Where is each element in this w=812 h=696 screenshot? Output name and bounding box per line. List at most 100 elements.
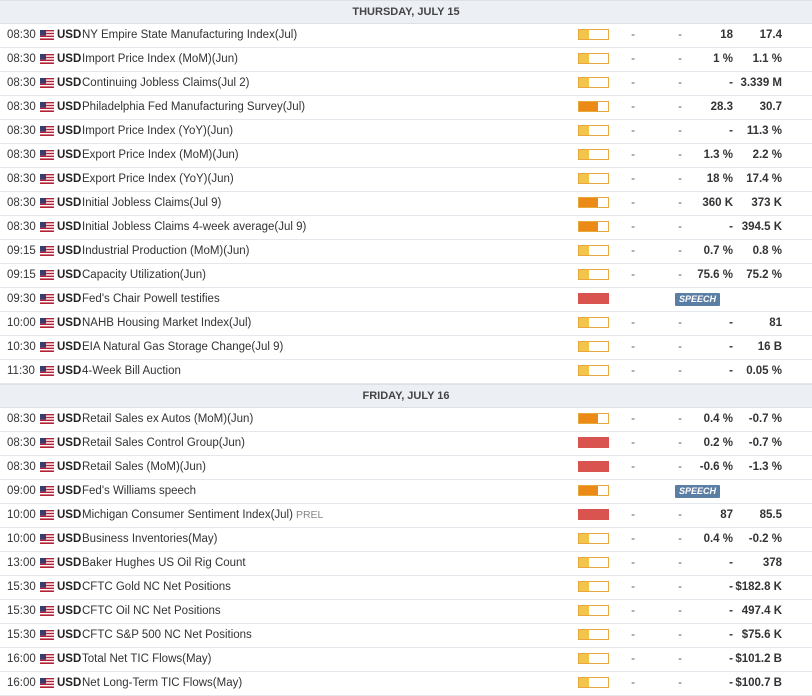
event-row[interactable]: 11:30 USD 4-Week Bill Auction - - - 0.05… bbox=[0, 360, 812, 384]
event-name[interactable]: Export Price Index (YoY)(Jun) bbox=[82, 168, 234, 191]
event-name[interactable]: Retail Sales (MoM)(Jun) bbox=[82, 456, 206, 479]
previous-value: 394.5 K bbox=[741, 221, 782, 233]
event-title: Retail Sales Control Group(Jun) bbox=[82, 437, 245, 449]
event-row[interactable]: 16:00 USD Net Long-Term TIC Flows(May) -… bbox=[0, 672, 812, 696]
event-name[interactable]: Retail Sales Control Group(Jun) bbox=[82, 432, 245, 455]
volatility-indicator bbox=[578, 173, 609, 184]
event-name[interactable]: 4-Week Bill Auction bbox=[82, 360, 181, 383]
event-name[interactable]: Business Inventories(May) bbox=[82, 528, 218, 551]
event-row[interactable]: 09:15 USD Industrial Production (MoM)(Ju… bbox=[0, 240, 812, 264]
us-flag-icon bbox=[40, 102, 54, 112]
event-time: 08:30 bbox=[7, 77, 36, 89]
event-row[interactable]: 08:30 USD Continuing Jobless Claims(Jul … bbox=[0, 72, 812, 96]
previous-value: $182.8 K bbox=[735, 581, 782, 593]
volatility-fill bbox=[579, 486, 599, 495]
previous-value: 497.4 K bbox=[741, 605, 782, 617]
event-row[interactable]: 08:30 USD Import Price Index (YoY)(Jun) … bbox=[0, 120, 812, 144]
volatility-fill bbox=[579, 102, 599, 111]
event-name[interactable]: CFTC S&P 500 NC Net Positions bbox=[82, 624, 252, 647]
event-row[interactable]: 08:30 USD Export Price Index (MoM)(Jun) … bbox=[0, 144, 812, 168]
event-name[interactable]: Capacity Utilization(Jun) bbox=[82, 264, 206, 287]
event-name[interactable]: Continuing Jobless Claims(Jul 2) bbox=[82, 72, 249, 95]
event-name[interactable]: Initial Jobless Claims(Jul 9) bbox=[82, 192, 221, 215]
volatility-indicator bbox=[578, 101, 609, 112]
event-row[interactable]: 08:30 USD Import Price Index (MoM)(Jun) … bbox=[0, 48, 812, 72]
event-row[interactable]: 08:30 USD Initial Jobless Claims(Jul 9) … bbox=[0, 192, 812, 216]
event-row[interactable]: 09:30 USD Fed's Chair Powell testifies S… bbox=[0, 288, 812, 312]
event-name[interactable]: Initial Jobless Claims 4-week average(Ju… bbox=[82, 216, 306, 239]
event-name[interactable]: Philadelphia Fed Manufacturing Survey(Ju… bbox=[82, 96, 305, 119]
event-row[interactable]: 15:30 USD CFTC Oil NC Net Positions - - … bbox=[0, 600, 812, 624]
event-row[interactable]: 10:00 USD NAHB Housing Market Index(Jul)… bbox=[0, 312, 812, 336]
previous-value: $100.7 B bbox=[735, 677, 782, 689]
deviation-value: - bbox=[678, 461, 682, 473]
actual-value: - bbox=[631, 365, 635, 377]
event-name[interactable]: Michigan Consumer Sentiment Index(Jul) PR… bbox=[82, 504, 323, 527]
event-row[interactable]: 08:30 USD Initial Jobless Claims 4-week … bbox=[0, 216, 812, 240]
event-row[interactable]: 10:00 USD Business Inventories(May) - - … bbox=[0, 528, 812, 552]
event-name[interactable]: Import Price Index (YoY)(Jun) bbox=[82, 120, 233, 143]
event-time: 16:00 bbox=[7, 653, 36, 665]
event-title: Import Price Index (YoY)(Jun) bbox=[82, 125, 234, 137]
event-row[interactable]: 16:00 USD Total Net TIC Flows(May) - - -… bbox=[0, 648, 812, 672]
event-row[interactable]: 15:30 USD CFTC Gold NC Net Positions - -… bbox=[0, 576, 812, 600]
event-name[interactable]: Total Net TIC Flows(May) bbox=[82, 648, 212, 671]
us-flag-icon bbox=[40, 318, 54, 328]
speech-badge: SPEECH bbox=[675, 485, 721, 498]
volatility-indicator bbox=[578, 29, 609, 40]
event-name[interactable]: Retail Sales ex Autos (MoM)(Jun) bbox=[82, 408, 253, 431]
event-name[interactable]: Net Long-Term TIC Flows(May) bbox=[82, 672, 242, 695]
event-row[interactable]: 09:00 USD Fed's Williams speech SPEECH bbox=[0, 480, 812, 504]
us-flag-icon bbox=[40, 654, 54, 664]
consensus-value: 18 bbox=[720, 29, 733, 41]
event-title: Fed's Chair Powell testifies bbox=[82, 293, 220, 305]
previous-value: 0.05 % bbox=[746, 365, 782, 377]
us-flag-icon bbox=[40, 438, 54, 448]
event-row[interactable]: 10:30 USD EIA Natural Gas Storage Change… bbox=[0, 336, 812, 360]
event-name[interactable]: Industrial Production (MoM)(Jun) bbox=[82, 240, 249, 263]
event-title: Export Price Index (YoY)(Jun) bbox=[82, 173, 234, 185]
actual-value: - bbox=[631, 149, 635, 161]
event-name[interactable]: NAHB Housing Market Index(Jul) bbox=[82, 312, 251, 335]
us-flag-icon bbox=[40, 534, 54, 544]
deviation-value: - bbox=[678, 53, 682, 65]
deviation-value: - bbox=[678, 557, 682, 569]
event-row[interactable]: 08:30 USD Export Price Index (YoY)(Jun) … bbox=[0, 168, 812, 192]
event-name[interactable]: Export Price Index (MoM)(Jun) bbox=[82, 144, 239, 167]
us-flag-icon bbox=[40, 198, 54, 208]
event-name[interactable]: Fed's Williams speech bbox=[82, 480, 196, 503]
deviation-value: - bbox=[678, 149, 682, 161]
event-row[interactable]: 09:15 USD Capacity Utilization(Jun) - - … bbox=[0, 264, 812, 288]
currency-code: USD bbox=[57, 77, 82, 89]
deviation-value: - bbox=[678, 173, 682, 185]
event-row[interactable]: 08:30 USD Retail Sales ex Autos (MoM)(Ju… bbox=[0, 408, 812, 432]
currency-code: USD bbox=[57, 293, 82, 305]
event-name[interactable]: Baker Hughes US Oil Rig Count bbox=[82, 552, 246, 575]
event-name[interactable]: CFTC Oil NC Net Positions bbox=[82, 600, 221, 623]
consensus-value: - bbox=[729, 605, 733, 617]
event-row[interactable]: 15:30 USD CFTC S&P 500 NC Net Positions … bbox=[0, 624, 812, 648]
event-name[interactable]: Import Price Index (MoM)(Jun) bbox=[82, 48, 238, 71]
event-time: 16:00 bbox=[7, 677, 36, 689]
currency-code: USD bbox=[57, 485, 82, 497]
volatility-fill bbox=[579, 534, 589, 543]
event-name[interactable]: EIA Natural Gas Storage Change(Jul 9) bbox=[82, 336, 283, 359]
volatility-fill bbox=[579, 318, 589, 327]
event-row[interactable]: 13:00 USD Baker Hughes US Oil Rig Count … bbox=[0, 552, 812, 576]
previous-value: $75.6 K bbox=[741, 629, 782, 641]
event-row[interactable]: 08:30 USD Philadelphia Fed Manufacturing… bbox=[0, 96, 812, 120]
consensus-value: 1 % bbox=[713, 53, 733, 65]
actual-value: - bbox=[631, 581, 635, 593]
event-row[interactable]: 08:30 USD Retail Sales (MoM)(Jun) - - -0… bbox=[0, 456, 812, 480]
event-row[interactable]: 08:30 USD NY Empire State Manufacturing … bbox=[0, 24, 812, 48]
event-row[interactable]: 10:00 USD Michigan Consumer Sentiment In… bbox=[0, 504, 812, 528]
us-flag-icon bbox=[40, 606, 54, 616]
actual-value: - bbox=[631, 245, 635, 257]
event-title: Baker Hughes US Oil Rig Count bbox=[82, 557, 246, 569]
event-name[interactable]: CFTC Gold NC Net Positions bbox=[82, 576, 231, 599]
event-name[interactable]: Fed's Chair Powell testifies bbox=[82, 288, 220, 311]
event-row[interactable]: 08:30 USD Retail Sales Control Group(Jun… bbox=[0, 432, 812, 456]
event-name[interactable]: NY Empire State Manufacturing Index(Jul) bbox=[82, 24, 297, 47]
consensus-value: - bbox=[729, 221, 733, 233]
event-title: Initial Jobless Claims 4-week average(Ju… bbox=[82, 221, 307, 233]
